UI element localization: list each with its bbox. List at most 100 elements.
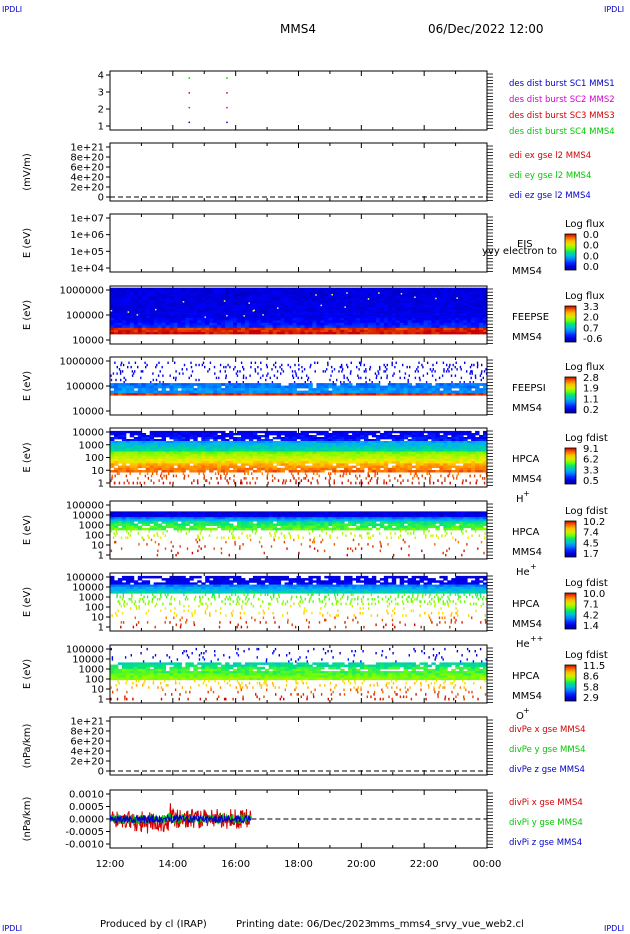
colorbar-tick-label: 0.7	[583, 323, 599, 334]
page-title-datetime: 06/Dec/2022 12:00	[428, 22, 544, 36]
spectrogram-cell	[399, 433, 405, 436]
spectrogram-cell	[367, 445, 373, 448]
spectrogram-cell	[213, 313, 218, 317]
spectrogram-cell	[284, 461, 289, 464]
spectrogram-cell	[449, 363, 451, 367]
spectrogram-cell	[221, 445, 226, 448]
spectrogram-cell	[260, 435, 266, 438]
spectrogram-cell	[213, 385, 218, 389]
spectrogram-cell	[367, 305, 373, 308]
spectrogram-cell	[264, 292, 270, 295]
spectrogram-cell	[387, 329, 393, 333]
spectrogram-cell	[217, 435, 222, 438]
spectrogram-cell	[248, 456, 254, 459]
spectrogram-cell	[379, 461, 385, 464]
spectrogram-cell	[312, 390, 317, 394]
spectrogram-cell	[356, 307, 361, 310]
spectrogram-cell	[209, 315, 214, 319]
spectrogram-cell	[213, 433, 218, 436]
spectrogram-cell	[221, 296, 226, 299]
spectrogram-cell	[348, 437, 353, 440]
spectrogram-cell	[348, 311, 353, 314]
spectrogram-cell	[181, 332, 186, 335]
spectrogram-cell	[483, 329, 488, 333]
spectrogram-cell	[407, 298, 412, 301]
spectrogram-cell	[435, 329, 440, 333]
spectrogram-cell	[403, 305, 409, 308]
spectrogram-cell	[242, 374, 245, 377]
spectrogram-cell	[439, 317, 444, 321]
spectrogram-cell	[332, 441, 337, 444]
spectrogram-cell	[423, 456, 428, 459]
spectrogram-cell	[423, 322, 428, 326]
spectrogram-cell	[467, 470, 472, 473]
spectrogram-cell	[217, 294, 222, 297]
spectrogram-cell	[320, 315, 325, 319]
spectrogram-cell	[328, 322, 333, 326]
spectrogram-cell	[162, 381, 164, 384]
burst-marker	[188, 92, 191, 94]
spectrogram-cell	[463, 313, 468, 317]
spectrogram-cell	[288, 309, 293, 312]
y-tick-label: 1000000	[59, 357, 104, 368]
spectrogram-cell	[205, 445, 210, 448]
spectrogram-cell	[141, 456, 147, 459]
spectrogram-cell	[221, 320, 226, 324]
spectrogram-cell	[168, 472, 170, 475]
y-tick-label: 10000	[72, 407, 104, 418]
spectrogram-cell	[352, 433, 357, 436]
spectrogram-cell	[129, 307, 135, 310]
spectrogram-cell	[114, 325, 119, 329]
spectrogram-cell	[233, 322, 238, 326]
spectrogram-cell	[298, 477, 300, 480]
spectrogram-cell	[419, 451, 424, 455]
spectrogram-cell	[415, 315, 420, 319]
spectrogram-cell	[141, 388, 147, 391]
spectrogram-cell	[292, 383, 297, 386]
spectrogram-cell	[427, 390, 432, 394]
spectrogram-cell	[395, 449, 401, 452]
spectrogram-cell	[244, 454, 250, 457]
spectrogram-cell	[455, 292, 460, 295]
spectrogram-cell	[169, 307, 174, 310]
spectrogram-cell	[415, 445, 420, 448]
spectrogram-cell	[455, 445, 460, 448]
spectrogram-cell	[280, 461, 285, 464]
spectrogram-cell	[387, 443, 393, 446]
spectrogram-cell	[205, 447, 210, 450]
spectrogram-cell	[423, 435, 428, 438]
spectrogram-cell	[117, 447, 123, 450]
spectrogram-cell	[379, 451, 385, 455]
spectrogram-cell	[483, 325, 488, 329]
spectrogram-cell	[276, 315, 282, 319]
spectrogram-cell	[344, 447, 349, 450]
spectrogram-cell	[145, 302, 151, 306]
spectrogram-cell	[471, 325, 476, 329]
spectrogram-cell	[356, 313, 361, 317]
spectrogram-cell	[260, 320, 266, 324]
spectrogram-cell	[439, 287, 444, 291]
spectrogram-cell	[221, 465, 226, 469]
spectrogram-cell	[387, 445, 393, 448]
spectrogram-cell	[387, 461, 393, 464]
spectrogram-cell	[407, 393, 412, 396]
spectrogram-cell	[248, 300, 254, 304]
spectrogram-cell	[340, 307, 345, 310]
spectrogram-cell	[145, 315, 151, 319]
spectrogram-cell	[169, 465, 174, 469]
spectrogram-cell	[209, 305, 214, 308]
spectrogram-cell	[209, 300, 214, 304]
spectrogram-cell	[296, 298, 301, 301]
spectrogram-cell	[300, 441, 305, 444]
spectrogram-cell	[483, 317, 488, 321]
spectrogram-cell	[308, 458, 313, 462]
spectrogram-cell	[475, 393, 480, 396]
spectrogram-cell	[121, 461, 127, 464]
spectrogram-cell	[463, 292, 468, 295]
spectrogram-cell	[399, 307, 405, 310]
spectrogram-cell	[471, 390, 476, 394]
spectrogram-cell	[173, 443, 178, 446]
spectrogram-cell	[161, 449, 166, 452]
spectrogram-cell	[439, 296, 444, 299]
spectrogram-cell	[340, 329, 345, 333]
